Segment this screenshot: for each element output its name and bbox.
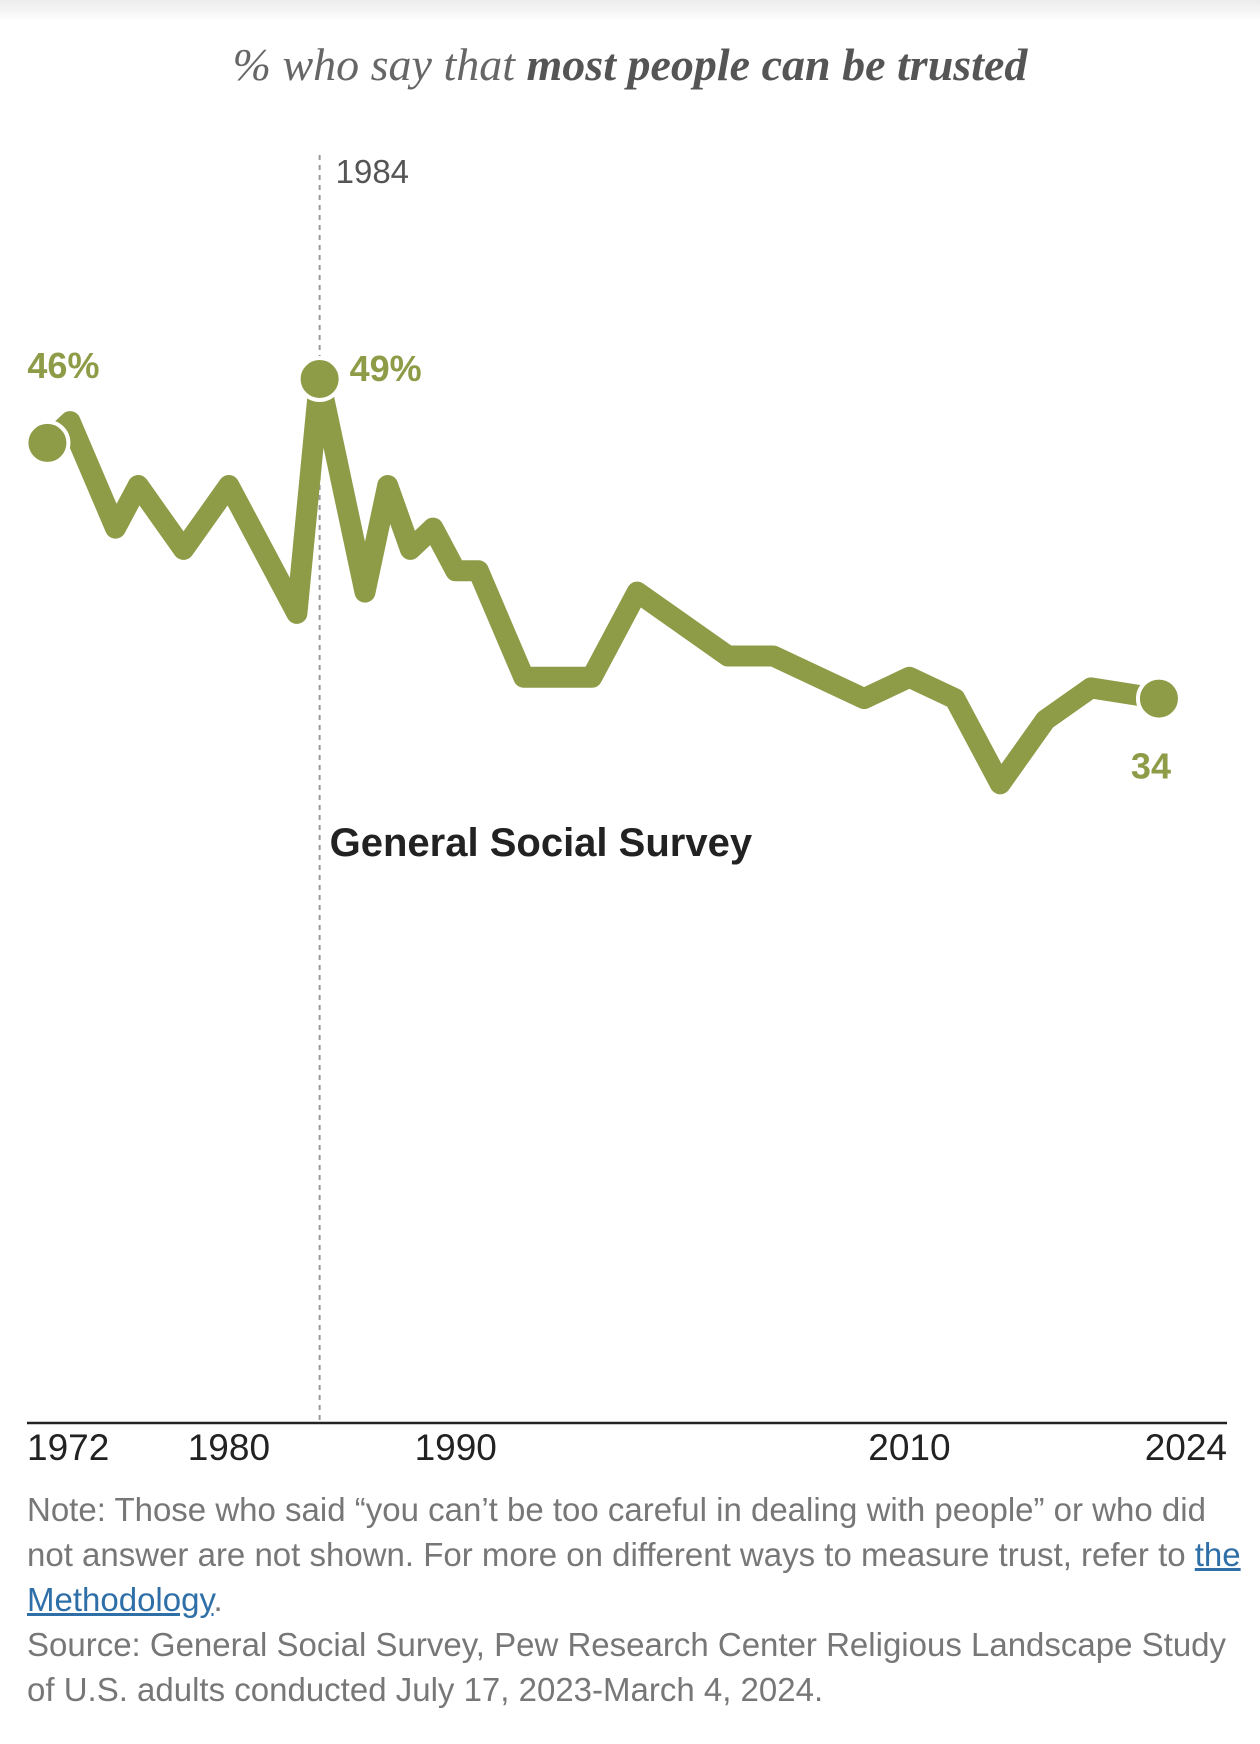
data-label-peak: 49% (350, 348, 422, 389)
x-tick-2024: 2024 (1145, 1427, 1227, 1468)
methodology-link[interactable]: the Methodology (27, 1536, 1241, 1618)
title-bold: most people can be trusted (526, 39, 1028, 90)
chart-notes: Note: Those who said “you can’t be too c… (27, 1487, 1242, 1712)
title-prefix: % who say that (232, 39, 527, 90)
x-tick-1972: 1972 (27, 1427, 109, 1468)
chart-title: % who say that most people can be truste… (0, 38, 1260, 91)
note-before-link: Note: Those who said “you can’t be too c… (27, 1491, 1206, 1573)
x-tick-2010: 2010 (868, 1427, 950, 1468)
marker-peak (296, 356, 343, 402)
marker-start (24, 419, 71, 466)
x-axis-ticks: 1972 1980 1990 2010 2024 (27, 1427, 1227, 1468)
annotation-label-1984: 1984 (336, 153, 409, 190)
marker-end (1135, 675, 1182, 722)
note-text: Note: Those who said “you can’t be too c… (27, 1487, 1242, 1622)
series-line-general-social-survey (36, 368, 1170, 795)
note-after-link: . (213, 1581, 223, 1618)
series-markers (24, 356, 1182, 722)
line-chart: 1984 1972 1980 1990 2010 2024 46% 49% 34 Gen… (24, 153, 1227, 1468)
top-shade (0, 0, 1260, 22)
data-label-end: 34 (1131, 746, 1171, 787)
source-text: Source: General Social Survey, Pew Resea… (27, 1626, 1227, 1708)
data-label-start: 46% (27, 345, 99, 386)
series-label: General Social Survey (330, 821, 753, 865)
x-tick-1980: 1980 (188, 1427, 270, 1468)
x-tick-1990: 1990 (415, 1427, 497, 1468)
